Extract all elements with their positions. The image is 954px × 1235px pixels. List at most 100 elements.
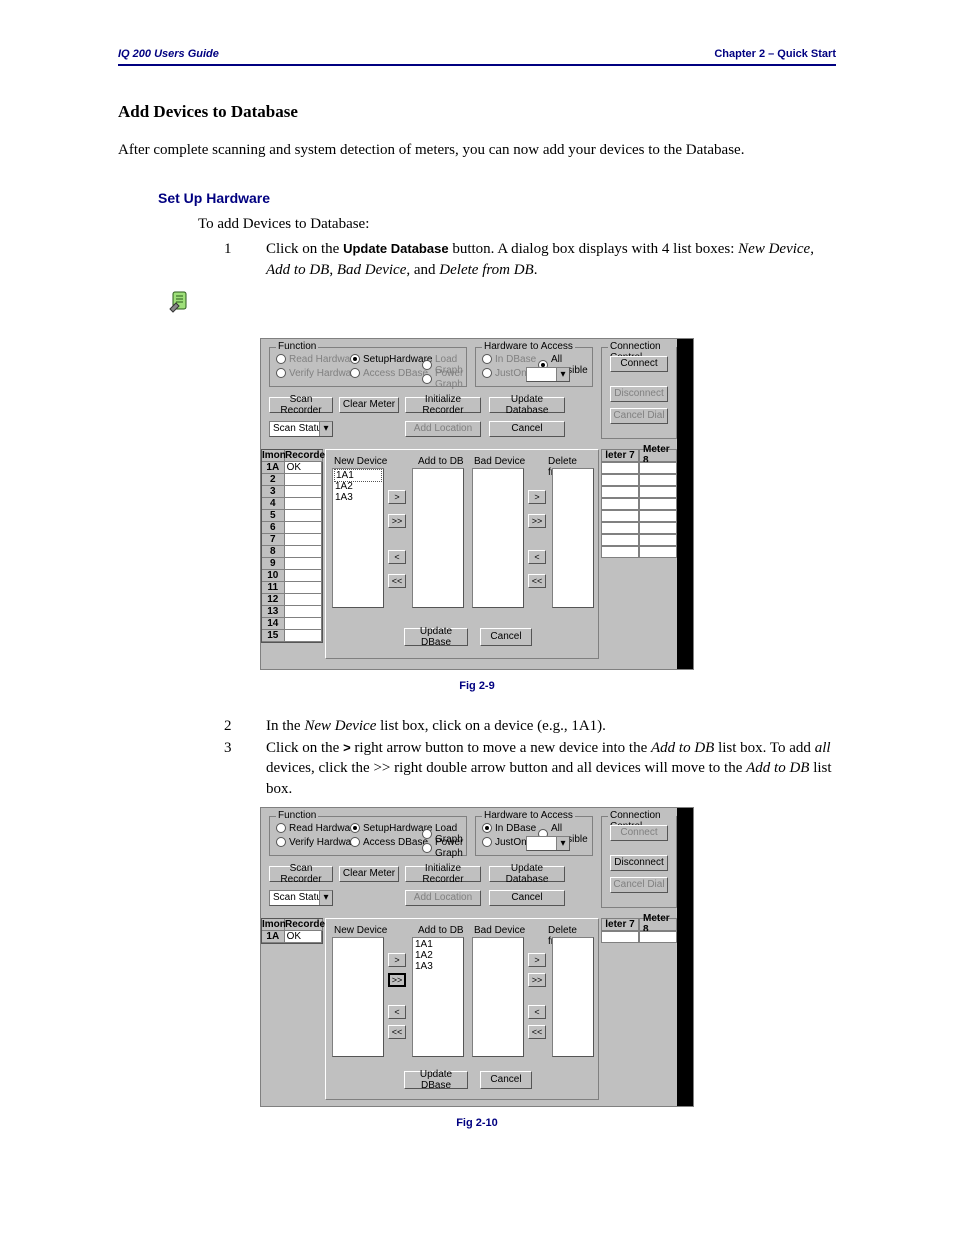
figure-2-9: Function Read Hardware SetupHardware Loa… [260,338,694,670]
col-hdr: Recorder [285,450,323,462]
group-title: Function [276,341,318,352]
t: New Device [304,718,376,734]
add-to-db-listbox[interactable]: 1A1 1A2 1A3 [412,937,464,1057]
step-num: 3 [224,738,266,799]
step-body: Click on the > right arrow button to mov… [266,738,836,799]
move-all-left-button[interactable]: << [528,574,546,588]
col-add-to-db: Add to DB [418,456,464,467]
move-all-left-button[interactable]: << [528,1025,546,1039]
move-left-button[interactable]: < [388,550,406,564]
step-3: 3 Click on the > right arrow button to m… [224,738,836,799]
cancel-dial-button[interactable]: Cancel Dial [610,877,668,893]
connection-control-group: Connection Control Connect Disconnect Ca… [601,816,677,908]
radio-read-hardware[interactable]: Read Hardware [276,354,359,365]
add-location-button[interactable]: Add Location [405,421,481,437]
new-device-listbox[interactable] [332,937,384,1057]
header-right: Chapter 2 – Quick Start [714,48,836,60]
chevron-down-icon: ▾ [319,422,332,436]
connect-button[interactable]: Connect [610,356,668,372]
move-all-right-button[interactable]: >> [528,514,546,528]
figure-caption: Fig 2-10 [118,1117,836,1129]
init-recorder-button[interactable]: Initialize Recorder [405,866,481,882]
radio-power-graph[interactable]: Power Graph [422,368,466,390]
radio-access-dbase[interactable]: Access DBase [350,368,428,379]
t: Bad Device [337,262,407,278]
move-right-button[interactable]: > [528,953,546,967]
move-right-button[interactable]: > [528,490,546,504]
scan-recorder-button[interactable]: Scan Recorder [269,397,333,413]
col-hdr: Imon [262,919,285,931]
list-item[interactable]: 1A2 [415,950,461,961]
col-hdr: Meter 8 [639,918,677,931]
delete-from-db-listbox[interactable] [552,468,594,608]
delete-from-db-listbox[interactable] [552,937,594,1057]
move-left-button[interactable]: < [528,1005,546,1019]
radio-access-dbase[interactable]: Access DBase [350,837,428,848]
update-dbase-button[interactable]: Update DBase [404,1071,468,1089]
clear-meter-button[interactable]: Clear Meter [339,397,399,413]
radio-power-graph[interactable]: Power Graph [422,837,466,859]
connect-button[interactable]: Connect [610,825,668,841]
radio-just-one[interactable]: JustOne [482,837,532,848]
cancel-dial-button[interactable]: Cancel Dial [610,408,668,424]
radio-setup-hardware[interactable]: SetupHardware [350,823,432,834]
update-dbase-button[interactable]: Update DBase [404,628,468,646]
scan-status-combo[interactable]: Scan Status▾ [269,421,333,437]
move-all-right-button[interactable]: >> [388,973,406,987]
move-all-left-button[interactable]: << [388,574,406,588]
bad-device-listbox[interactable] [472,937,524,1057]
cancel-button[interactable]: Cancel [489,421,565,437]
radio-verify-hardware[interactable]: Verify Hardware [276,837,360,848]
radio-read-hardware[interactable]: Read Hardware [276,823,359,834]
bad-device-listbox[interactable] [472,468,524,608]
t: In the [266,718,304,734]
section-title: Add Devices to Database [118,102,836,122]
clear-meter-button[interactable]: Clear Meter [339,866,399,882]
figure-caption: Fig 2-9 [118,680,836,692]
header-left: IQ 200 Users Guide [118,48,219,60]
list-item[interactable]: 1A3 [415,961,461,972]
radio-in-dbase[interactable]: In DBase [482,823,536,834]
list-item[interactable]: 1A2 [335,481,381,492]
radio-verify-hardware[interactable]: Verify Hardware [276,368,360,379]
move-all-left-button[interactable]: << [388,1025,406,1039]
disconnect-button[interactable]: Disconnect [610,855,668,871]
list-item[interactable]: 1A3 [335,492,381,503]
cancel-button[interactable]: Cancel [480,628,532,646]
t: all [815,740,831,756]
move-right-button[interactable]: > [388,490,406,504]
intro-text: After complete scanning and system detec… [118,140,836,160]
connection-control-group: Connection Control Connect Disconnect Ca… [601,347,677,439]
scan-status-combo[interactable]: Scan Status▾ [269,890,333,906]
update-database-button[interactable]: Update Database [489,866,565,882]
justone-combo[interactable]: ▾ [526,367,570,382]
disconnect-button[interactable]: Disconnect [610,386,668,402]
group-title: Hardware to Access [482,810,575,821]
radio-just-one[interactable]: JustOne [482,368,532,379]
t: list box, click on a device (e.g., 1A1). [376,718,606,734]
t: Click on the [266,241,343,257]
justone-combo[interactable]: ▾ [526,836,570,851]
row-hdr: 1A [262,931,285,943]
add-location-button[interactable]: Add Location [405,890,481,906]
update-database-button[interactable]: Update Database [489,397,565,413]
imon-recorder-table: ImonRecorder 1AOK [261,918,323,944]
chevron-down-icon: ▾ [556,837,569,850]
col-new-device: New Device [334,456,387,467]
scan-recorder-button[interactable]: Scan Recorder [269,866,333,882]
col-hdr: Meter 8 [639,449,677,462]
move-all-right-button[interactable]: >> [388,514,406,528]
init-recorder-button[interactable]: Initialize Recorder [405,397,481,413]
cancel-button[interactable]: Cancel [480,1071,532,1089]
cancel-button[interactable]: Cancel [489,890,565,906]
add-to-db-listbox[interactable] [412,468,464,608]
col-hdr: Recorder [285,919,323,931]
move-all-right-button[interactable]: >> [528,973,546,987]
radio-setup-hardware[interactable]: SetupHardware [350,354,432,365]
radio-in-dbase[interactable]: In DBase [482,354,536,365]
new-device-listbox[interactable]: 1A1 1A2 1A3 [332,468,384,608]
list-item[interactable]: 1A1 [415,939,461,950]
move-left-button[interactable]: < [388,1005,406,1019]
move-right-button[interactable]: > [388,953,406,967]
move-left-button[interactable]: < [528,550,546,564]
